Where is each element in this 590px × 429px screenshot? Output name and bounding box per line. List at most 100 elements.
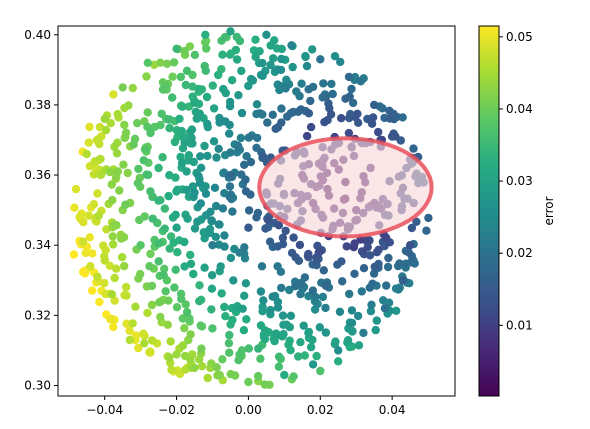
scatter-point	[200, 141, 209, 151]
scatter-point	[147, 300, 157, 310]
scatter-point	[326, 110, 336, 119]
scatter-point	[220, 33, 230, 42]
scatter-point	[356, 77, 365, 86]
scatter-point	[349, 243, 358, 252]
scatter-point	[195, 178, 205, 188]
scatter-point	[212, 153, 221, 162]
scatter-point	[395, 283, 404, 292]
scatter-point	[94, 211, 103, 220]
scatter-point	[115, 186, 124, 195]
scatter-point	[312, 261, 321, 270]
scatter-point	[241, 187, 251, 196]
scatter-point	[182, 185, 191, 195]
colorbar-tick-label: 0.03	[506, 174, 533, 188]
scatter-point	[260, 380, 269, 389]
scatter-point	[294, 352, 303, 361]
scatter-point	[279, 320, 288, 329]
scatter-point	[244, 377, 253, 387]
scatter-point	[147, 281, 157, 291]
scatter-point	[256, 354, 265, 363]
scatter-point	[278, 239, 288, 249]
scatter-point	[253, 133, 262, 143]
x-tick-label: 0.02	[307, 403, 334, 417]
scatter-point	[242, 315, 251, 324]
scatter-point	[244, 344, 253, 353]
scatter-point	[110, 296, 119, 305]
scatter-point	[84, 211, 94, 220]
scatter-point	[197, 344, 206, 353]
scatter-point	[253, 371, 263, 381]
scatter-point	[380, 304, 390, 313]
scatter-point	[220, 231, 229, 240]
scatter-point	[236, 133, 246, 143]
scatter-point	[278, 233, 288, 242]
scatter-point	[156, 312, 165, 322]
scatter-point	[225, 50, 235, 59]
scatter-point	[269, 54, 278, 63]
scatter-point	[263, 215, 273, 225]
scatter-point	[232, 55, 242, 64]
x-tick-label: −0.02	[158, 403, 195, 417]
scatter-point	[229, 276, 238, 285]
scatter-point	[212, 363, 221, 372]
scatter-point	[207, 284, 217, 293]
scatter-point	[321, 303, 330, 313]
scatter-point	[353, 311, 363, 321]
scatter-point	[424, 213, 433, 223]
scatter-point	[176, 289, 186, 298]
scatter-point	[136, 269, 145, 279]
scatter-point	[278, 332, 287, 341]
scatter-point	[289, 107, 298, 117]
scatter-point	[285, 322, 294, 332]
scatter-point	[122, 291, 131, 300]
scatter-point	[108, 232, 118, 241]
scatter-point	[304, 109, 314, 118]
scatter-point	[334, 357, 343, 366]
scatter-point	[299, 321, 308, 330]
scatter-point	[100, 278, 109, 288]
scatter-point	[156, 58, 165, 67]
scatter-point	[368, 279, 377, 288]
colorbar-tick-label: 0.05	[506, 30, 533, 44]
scatter-point	[259, 296, 268, 305]
scatter-point	[220, 242, 229, 251]
colorbar-ticks: 0.01 0.02 0.03 0.04 0.05	[499, 30, 533, 332]
scatter-point	[215, 220, 224, 229]
scatter-point	[266, 305, 275, 315]
scatter-point	[240, 243, 249, 252]
scatter-point	[277, 118, 286, 127]
scatter-point	[336, 57, 345, 67]
y-tick-label: 0.38	[24, 98, 51, 112]
scatter-point	[178, 102, 187, 111]
scatter-point	[217, 289, 226, 298]
scatter-point	[155, 298, 164, 307]
scatter-point	[190, 224, 200, 233]
scatter-point	[201, 66, 210, 76]
scatter-point	[123, 168, 132, 178]
scatter-point	[168, 72, 177, 81]
scatter-point	[384, 253, 393, 263]
scatter-point	[235, 248, 244, 257]
scatter-point	[256, 321, 266, 330]
scatter-point	[234, 91, 243, 100]
scatter-point	[357, 247, 367, 256]
scatter-point	[289, 233, 298, 242]
scatter-point	[258, 307, 267, 316]
scatter-point	[185, 314, 194, 323]
scatter-point	[167, 365, 176, 374]
scatter-point	[159, 270, 168, 280]
scatter-point	[189, 269, 198, 279]
scatter-point	[319, 79, 328, 88]
scatter-point	[207, 305, 216, 314]
scatter-point	[196, 321, 205, 330]
scatter-point	[287, 41, 296, 50]
scatter-point	[374, 127, 383, 137]
scatter-point	[141, 145, 150, 154]
scatter-point	[148, 214, 157, 223]
scatter-point	[274, 362, 284, 371]
scatter-point	[109, 90, 118, 99]
scatter-point	[277, 104, 286, 113]
scatter-point	[121, 128, 131, 137]
scatter-point	[190, 363, 199, 373]
scatter-point	[146, 187, 155, 196]
